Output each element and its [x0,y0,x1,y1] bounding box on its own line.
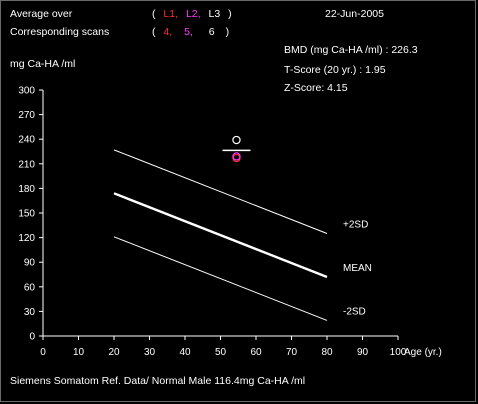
x-tick-label: 40 [179,347,191,358]
average-over-vertebrae: ( L1, L2, L3 ) [152,8,232,20]
patient-marks [222,135,251,163]
x-tick-label: 70 [286,347,298,358]
open-paren: ( [152,8,156,20]
open-paren: ( [152,26,156,38]
series-label: -2SD [343,306,366,317]
x-tick-label: 30 [144,347,156,358]
scan-4: 4, [163,26,173,38]
y-tick-label: 90 [24,258,36,269]
x-tick-label: 90 [357,347,369,358]
y-tick-label: 120 [18,233,35,244]
chart-axes: 0 30 60 90 120 150 180 210 240 270 300 0 10 20 30 40 50 6… [18,86,441,359]
vertebra-l1: L1, [163,8,179,20]
y-tick-label: 210 [18,159,35,170]
series-line-plusminus-2sd [113,149,328,234]
y-tick-label: 0 [29,332,35,343]
y-tick-label: 240 [18,135,35,146]
series-line-mean [113,192,328,279]
patient-point-l2 [232,152,241,161]
scan-6: 6 [208,26,215,38]
vertebra-l3: L3 [208,8,221,20]
x-tick-label: 0 [40,347,46,358]
reference-curves: +2SD MEAN -2SD [113,149,372,321]
corresponding-scans: ( 4, 5, 6 ) [152,26,229,38]
x-tick-label: 10 [73,347,85,358]
scan-5: 5, [184,26,193,38]
x-axis-label: Age (yr.) [404,347,442,358]
y-tick-label: 270 [18,110,35,121]
y-tick-label: 30 [24,307,36,318]
x-tick-label: 80 [321,347,333,358]
average-over-label: Average over [10,8,73,20]
y-tick-label: 300 [18,86,35,97]
t-score-result: T-Score (20 yr.) : 1.95 [284,64,386,76]
z-score-result: Z-Score: 4.15 [284,82,348,94]
series-label: MEAN [343,263,372,274]
close-paren: ) [228,8,232,20]
x-tick-label: 100 [390,347,407,358]
patient-point-l3 [232,135,241,145]
reference-data-footer: Siemens Somatom Ref. Data/ Normal Male 1… [10,375,306,387]
vertebra-l2: L2, [185,8,201,20]
series-label: +2SD [343,220,368,231]
y-tick-label: 180 [18,184,35,195]
close-paren: ) [225,26,230,38]
series-line-minus-2sd [113,236,328,321]
x-tick-label: 50 [215,347,227,358]
x-tick-label: 20 [108,347,120,358]
y-tick-label: 60 [24,282,36,293]
bmd-result: BMD (mg Ca-HA /ml) : 226.3 [284,44,418,56]
x-tick-label: 60 [250,347,262,358]
exam-date: 22-Jun-2005 [325,8,384,20]
corresponding-scans-label: Corresponding scans [10,26,110,38]
y-tick-label: 150 [18,209,35,220]
y-axis-unit-label: mg Ca-HA /ml [10,58,76,70]
